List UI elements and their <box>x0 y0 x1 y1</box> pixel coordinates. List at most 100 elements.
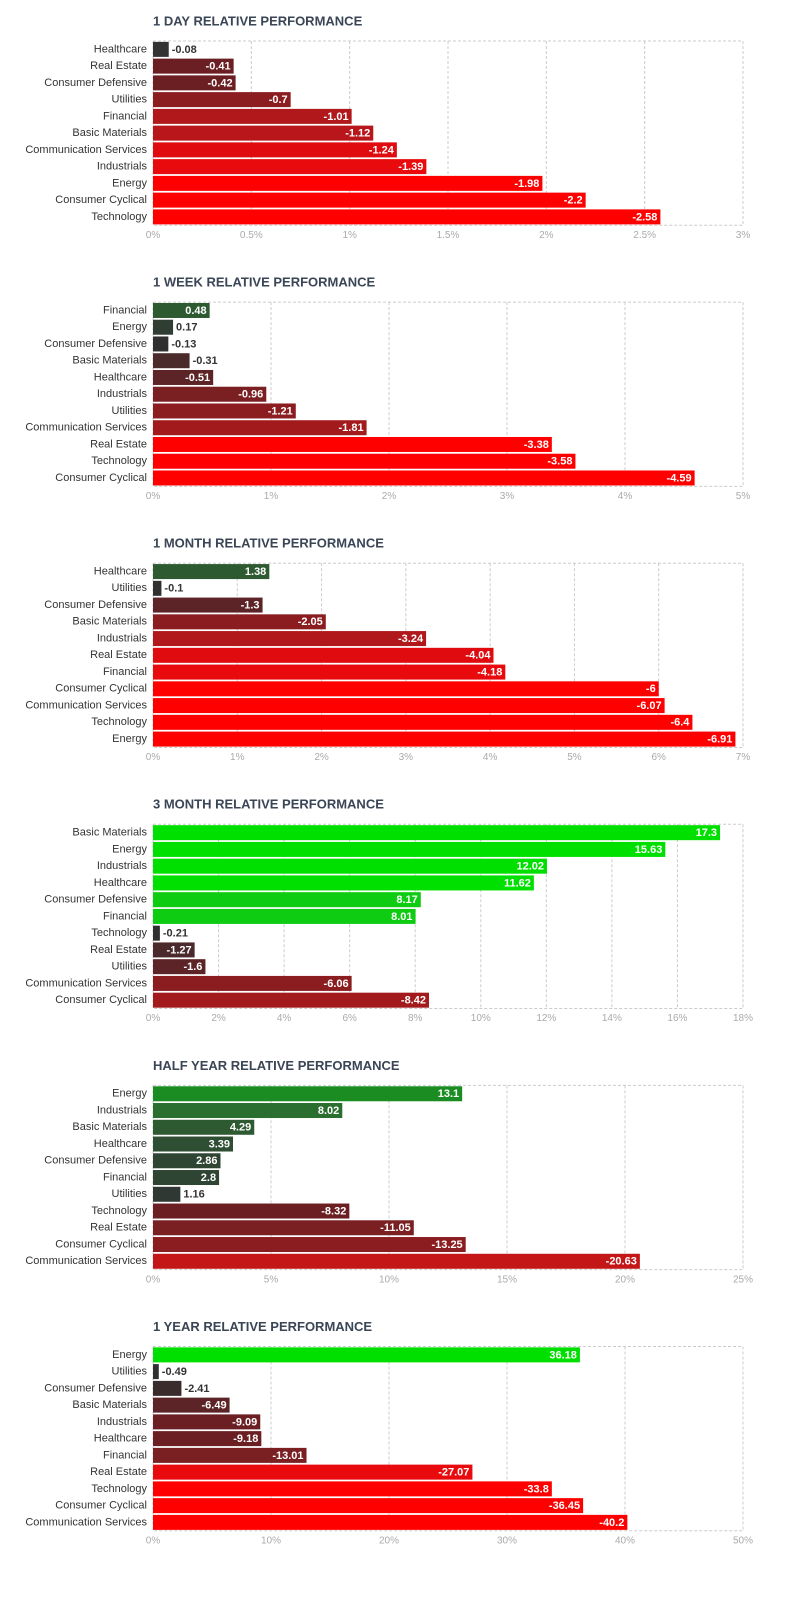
value-label: -1.01 <box>324 111 349 123</box>
x-tick-label: 10% <box>471 1013 491 1024</box>
value-label: 36.18 <box>549 1349 577 1361</box>
bar <box>153 714 693 730</box>
value-label: 3.39 <box>209 1138 230 1150</box>
x-tick-label: 18% <box>733 1013 753 1024</box>
category-label: Technology <box>91 455 147 467</box>
value-label: -2.41 <box>184 1383 209 1395</box>
x-tick-label: 20% <box>379 1535 399 1546</box>
bar <box>153 403 296 419</box>
category-label: Utilities <box>112 1366 148 1378</box>
value-label: -1.12 <box>345 128 370 140</box>
category-label: Real Estate <box>90 944 147 956</box>
x-tick-label: 12% <box>536 1013 556 1024</box>
bar <box>153 1380 182 1396</box>
bar <box>153 125 374 141</box>
x-tick-label: 5% <box>567 752 582 763</box>
value-label: 8.17 <box>396 894 417 906</box>
x-tick-label: 7% <box>736 752 751 763</box>
value-label: -0.49 <box>162 1366 187 1378</box>
bar <box>153 908 416 924</box>
x-tick-label: 20% <box>615 1274 635 1285</box>
bar <box>153 436 552 452</box>
category-label: Energy <box>112 843 147 855</box>
category-label: Healthcare <box>94 43 147 55</box>
category-label: Real Estate <box>90 438 147 450</box>
category-label: Energy <box>112 1349 147 1361</box>
bar <box>153 1086 463 1102</box>
x-tick-label: 5% <box>736 491 751 502</box>
category-label: Consumer Defensive <box>44 894 147 906</box>
value-label: -6.91 <box>707 733 732 745</box>
value-label: 2.86 <box>196 1155 217 1167</box>
value-label: -13.01 <box>272 1450 303 1462</box>
chart-title: 1 WEEK RELATIVE PERFORMANCE <box>153 275 376 290</box>
bar <box>153 564 270 580</box>
bar <box>153 209 661 225</box>
value-label: -1.27 <box>167 944 192 956</box>
category-label: Industrials <box>97 161 148 173</box>
x-tick-label: 0% <box>146 1535 161 1546</box>
category-label: Financial <box>103 1449 147 1461</box>
value-label: -2.05 <box>298 616 323 628</box>
category-label: Financial <box>103 666 147 678</box>
bar <box>153 159 427 175</box>
value-label: -0.1 <box>164 583 183 595</box>
bar <box>153 470 695 486</box>
bar <box>153 731 736 747</box>
value-label: -1.39 <box>398 161 423 173</box>
bar <box>153 1119 255 1135</box>
x-tick-label: 0% <box>146 230 161 241</box>
category-label: Healthcare <box>94 371 147 383</box>
bar <box>153 1464 473 1480</box>
category-label: Consumer Defensive <box>44 1155 147 1167</box>
x-tick-label: 2% <box>314 752 329 763</box>
value-label: -6.4 <box>670 717 690 729</box>
value-label: 13.1 <box>438 1088 459 1100</box>
category-label: Healthcare <box>94 1433 147 1445</box>
bar <box>153 1414 261 1430</box>
x-tick-label: 14% <box>602 1013 622 1024</box>
value-label: -9.09 <box>232 1416 257 1428</box>
category-label: Energy <box>112 733 147 745</box>
x-tick-label: 40% <box>615 1535 635 1546</box>
category-label: Technology <box>91 1483 147 1495</box>
x-tick-label: 1% <box>264 491 279 502</box>
value-label: -33.8 <box>524 1483 549 1495</box>
category-label: Consumer Cyclical <box>55 994 147 1006</box>
bar <box>153 698 665 714</box>
value-label: -11.05 <box>380 1222 411 1234</box>
category-label: Financial <box>103 910 147 922</box>
bar <box>153 825 721 841</box>
category-label: Basic Materials <box>72 1121 147 1133</box>
bar <box>153 1447 307 1463</box>
x-tick-label: 2% <box>382 491 397 502</box>
value-label: 0.48 <box>185 305 206 317</box>
value-label: -6 <box>646 683 656 695</box>
bar <box>153 681 659 697</box>
category-label: Real Estate <box>90 1222 147 1234</box>
category-label: Healthcare <box>94 877 147 889</box>
bar <box>153 453 576 469</box>
value-label: -8.32 <box>321 1205 346 1217</box>
bar <box>153 58 234 74</box>
bar <box>153 1481 552 1497</box>
value-label: -1.81 <box>339 422 364 434</box>
category-label: Communication Services <box>25 1255 147 1267</box>
category-label: Healthcare <box>94 565 147 577</box>
bar <box>153 192 586 208</box>
value-label: 2.8 <box>201 1172 216 1184</box>
x-tick-label: 50% <box>733 1535 753 1546</box>
bar <box>153 1237 466 1253</box>
value-label: -6.06 <box>324 978 349 990</box>
bar <box>153 1347 580 1363</box>
category-label: Energy <box>112 1088 147 1100</box>
x-tick-label: 0% <box>146 752 161 763</box>
value-label: -0.08 <box>172 44 197 56</box>
bar <box>153 841 666 857</box>
category-label: Healthcare <box>94 1138 147 1150</box>
bar <box>153 959 206 975</box>
category-label: Utilities <box>112 961 148 973</box>
value-label: -6.07 <box>637 700 662 712</box>
bar <box>153 1498 584 1514</box>
